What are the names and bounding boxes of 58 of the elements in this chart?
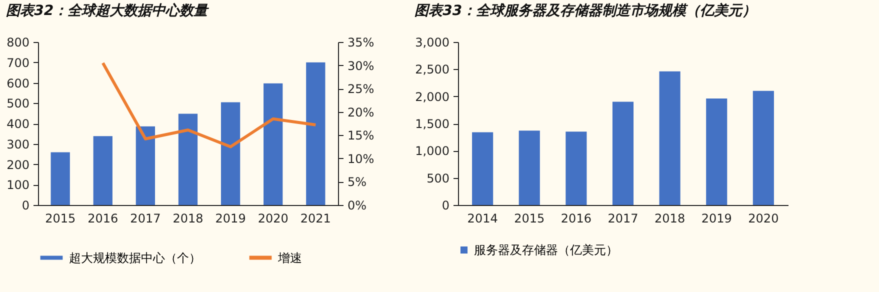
y-tick-label: 500 [426, 171, 450, 186]
x-tick-label: 2016 [88, 212, 118, 226]
bar [220, 102, 240, 205]
x-tick-label: 2016 [560, 212, 592, 226]
x-tick-label: 2014 [467, 212, 498, 226]
y-tick-label: 0 [22, 198, 30, 212]
x-tick-label: 2018 [172, 212, 204, 226]
bar [136, 126, 156, 205]
y2-tick-label: 5% [348, 175, 367, 190]
x-tick-label: 2019 [215, 212, 246, 226]
bar [50, 152, 70, 205]
x-tick-label: 2015 [514, 212, 545, 226]
y-tick-label: 0 [442, 198, 450, 212]
y2-tick-label: 25% [348, 82, 374, 96]
x-tick-label: 2020 [258, 212, 288, 226]
x-tick-label: 2021 [300, 212, 331, 226]
y2-tick-label: 10% [348, 152, 374, 166]
chart-title: 图表32：全球超大数据中心数量 [6, 2, 210, 19]
x-tick-label: 2019 [701, 212, 732, 226]
y2-tick-label: 0% [348, 198, 367, 212]
legend-label: 服务器及存储器（亿美元） [474, 243, 618, 257]
bar [93, 136, 112, 205]
y-tick-label: 500 [6, 96, 30, 111]
y-tick-label: 1,000 [415, 144, 450, 158]
y-tick-label: 2,000 [415, 90, 450, 104]
y-tick-label: 300 [6, 137, 30, 152]
x-tick-label: 2015 [45, 212, 76, 226]
x-tick-label: 2020 [748, 212, 779, 226]
bar [306, 62, 326, 205]
bar [612, 102, 634, 205]
bar [518, 130, 540, 205]
bar [706, 98, 728, 205]
y-tick-label: 100 [6, 178, 30, 192]
y-tick-label: 600 [6, 76, 30, 90]
y2-tick-label: 35% [348, 36, 374, 50]
y-tick-label: 2,500 [415, 62, 450, 77]
y-tick-label: 1,500 [415, 117, 450, 131]
y-tick-label: 700 [6, 56, 30, 70]
legend-label: 超大规模数据中心（个） [69, 250, 201, 265]
bar [178, 114, 198, 205]
y-tick-label: 200 [6, 158, 30, 172]
x-tick-label: 2017 [130, 212, 161, 226]
y-tick-label: 400 [6, 117, 30, 131]
y2-tick-label: 20% [348, 105, 374, 120]
x-tick-label: 2017 [608, 212, 638, 226]
y2-tick-label: 15% [348, 128, 374, 143]
y-tick-label: 3,000 [415, 36, 450, 50]
legend-label: 增速 [277, 250, 302, 265]
bar [566, 132, 587, 205]
bar [659, 71, 680, 205]
chart-title: 图表33：全球服务器及存储器制造市场规模（亿美元） [414, 2, 756, 19]
y2-tick-label: 30% [348, 58, 374, 73]
line-series [101, 61, 318, 148]
bar [472, 132, 494, 205]
y-tick-label: 800 [6, 36, 30, 50]
x-tick-label: 2018 [654, 212, 686, 226]
bar [264, 83, 283, 205]
bar [752, 90, 774, 205]
